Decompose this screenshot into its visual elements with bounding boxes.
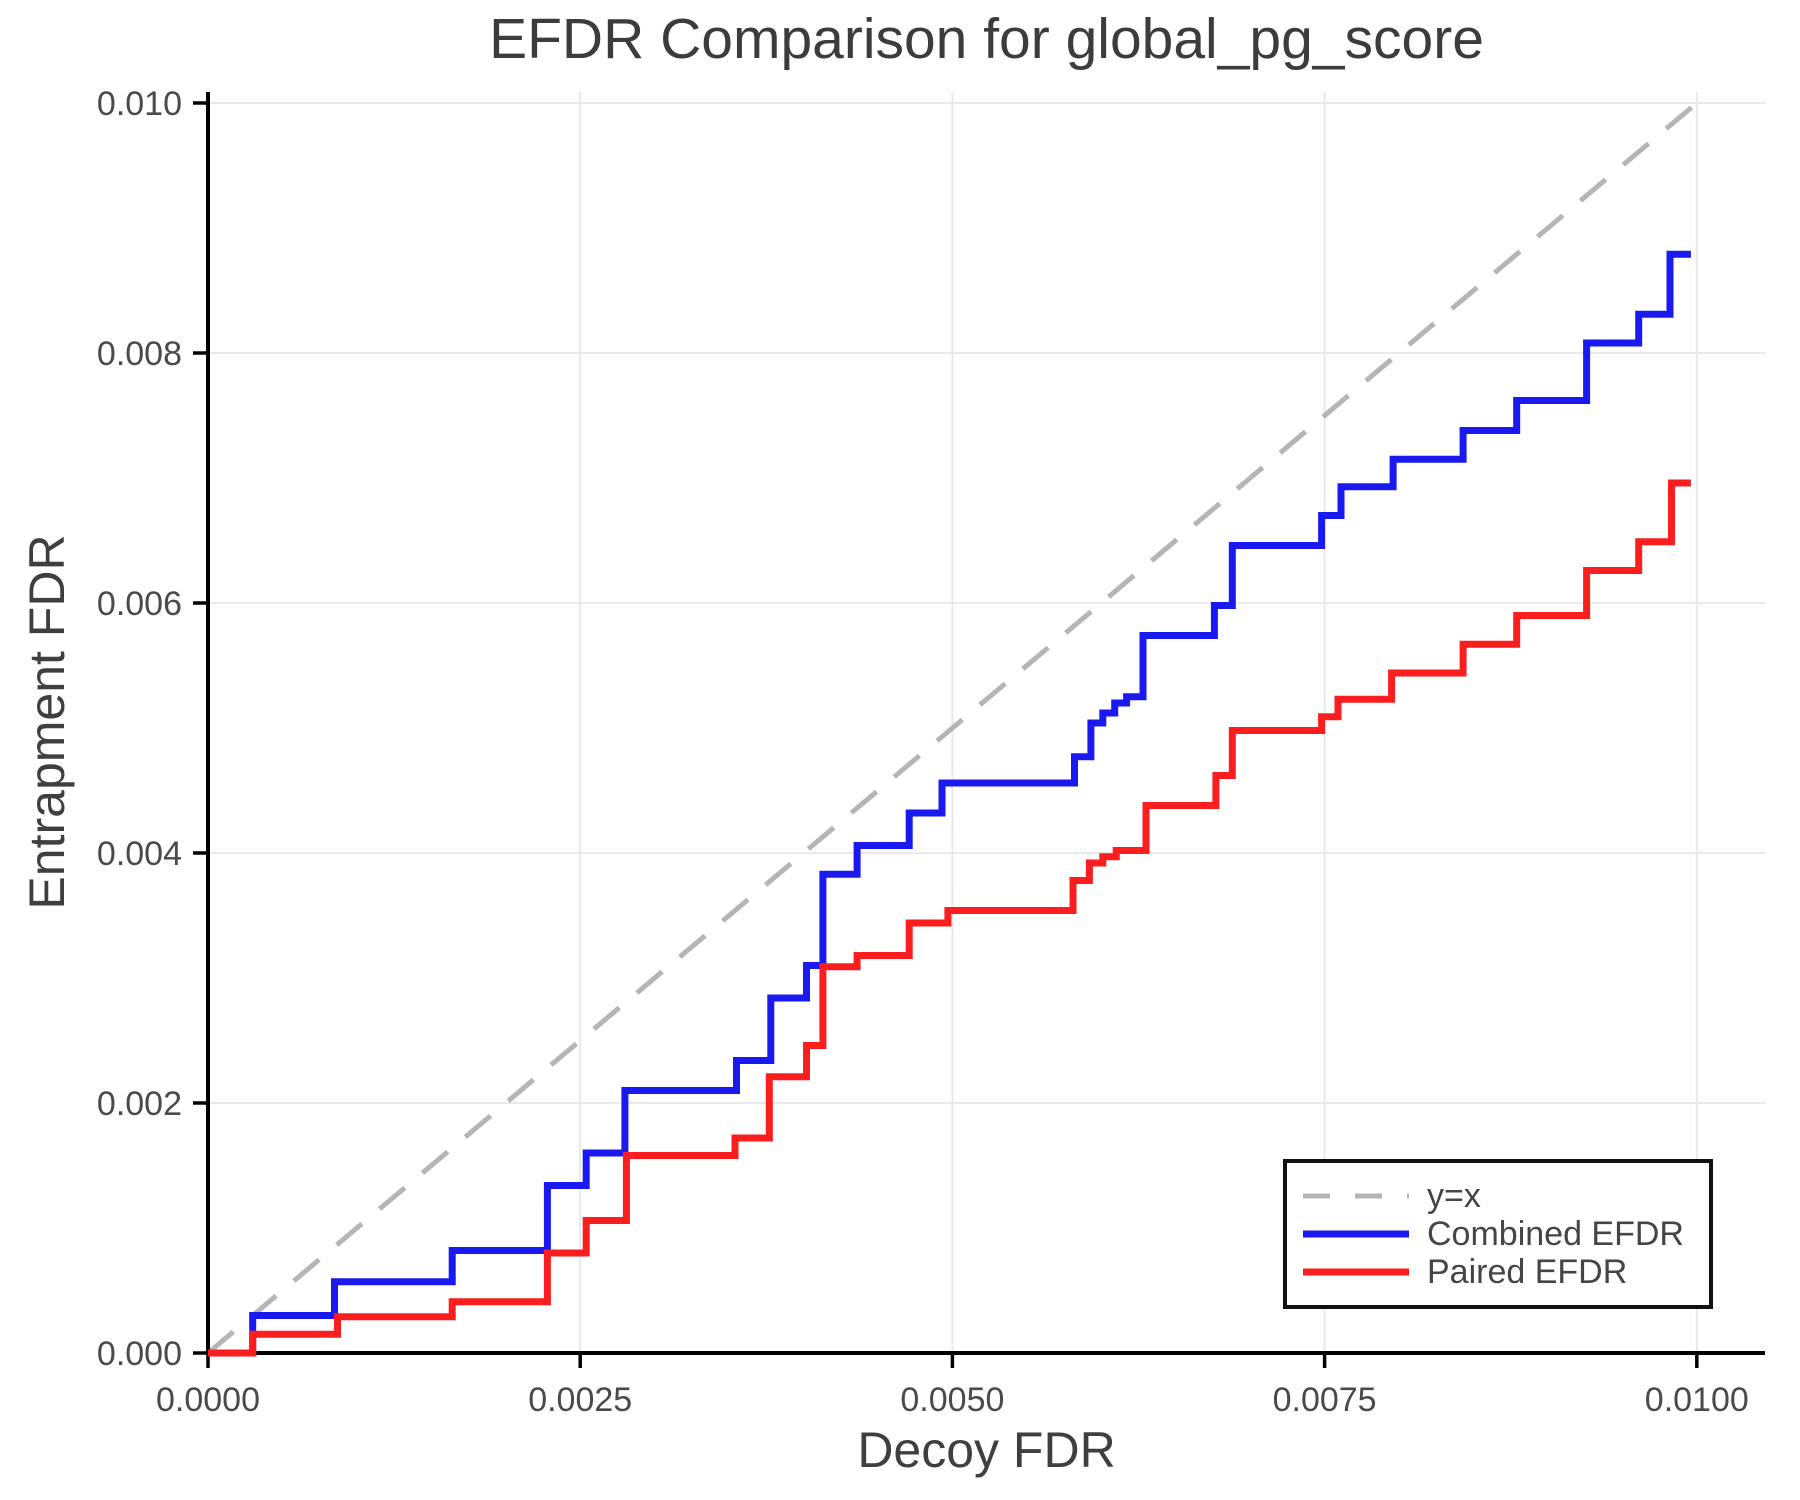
legend-item-paired: Paired EFDR <box>1301 1253 1709 1291</box>
y-tick-label: 0.008 <box>97 335 182 373</box>
legend-label-paired: Paired EFDR <box>1427 1253 1628 1291</box>
y-tick-label: 0.010 <box>97 85 182 123</box>
x-tick-label: 0.0025 <box>528 1381 632 1419</box>
series-paired-efdr <box>208 479 1691 1357</box>
y-tick-label: 0.000 <box>97 1335 182 1373</box>
legend-label-identity: y=x <box>1427 1177 1481 1215</box>
combined-line-swatch <box>1303 1230 1409 1238</box>
identity-line <box>206 101 1699 1355</box>
paired-line-swatch <box>1303 1268 1409 1276</box>
legend-item-identity: y=x <box>1301 1177 1709 1215</box>
legend-item-combined: Combined EFDR <box>1301 1215 1709 1253</box>
x-axis-label: Decoy FDR <box>857 1422 1116 1478</box>
y-axis-label: Entrapment FDR <box>19 534 75 910</box>
x-tick-label: 0.0075 <box>1273 1381 1377 1419</box>
identity-line-swatch <box>1303 1193 1409 1199</box>
chart-title: EFDR Comparison for global_pg_score <box>489 7 1484 71</box>
y-tick-label: 0.006 <box>97 585 182 623</box>
y-tick-label: 0.002 <box>97 1085 182 1123</box>
legend-label-combined: Combined EFDR <box>1427 1215 1684 1253</box>
x-tick-label: 0.0000 <box>156 1381 260 1419</box>
x-tick-label: 0.0100 <box>1645 1381 1749 1419</box>
x-tick-label: 0.0050 <box>900 1381 1004 1419</box>
legend: y=x Combined EFDR Paired EFDR <box>1283 1159 1713 1309</box>
y-tick-label: 0.004 <box>97 835 182 873</box>
series-combined-efdr <box>208 250 1691 1357</box>
